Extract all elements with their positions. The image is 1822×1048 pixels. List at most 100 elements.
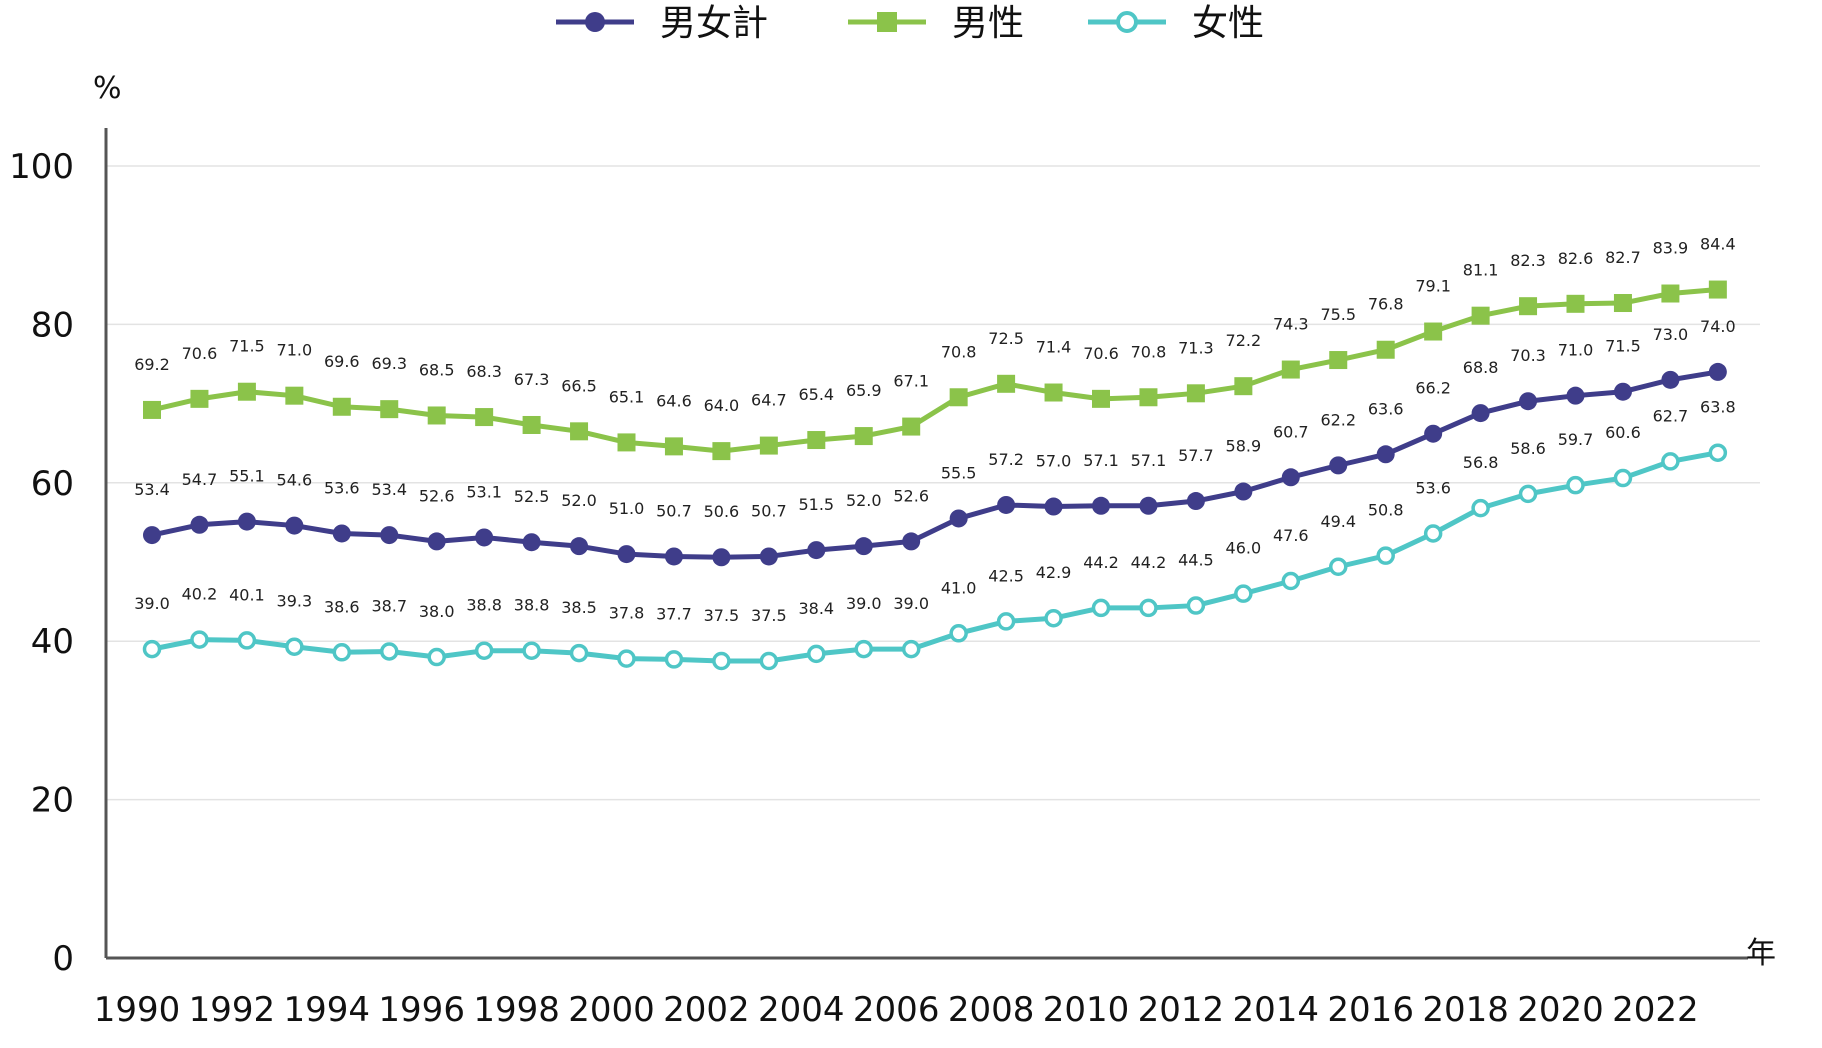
data-label: 81.1: [1463, 261, 1499, 280]
data-label: 38.4: [798, 599, 834, 618]
x-tick-label: 2010: [1043, 990, 1130, 1030]
data-label: 52.5: [514, 487, 550, 506]
data-point: [1519, 297, 1538, 316]
data-point: [854, 427, 873, 446]
data-label: 67.1: [893, 372, 929, 391]
data-label: 42.9: [1036, 563, 1072, 582]
data-point: [1092, 496, 1110, 515]
data-point: [1566, 386, 1585, 405]
data-point: [1139, 388, 1158, 407]
data-point: [1091, 598, 1111, 618]
data-point: [617, 433, 636, 452]
data-label: 50.7: [751, 501, 787, 520]
data-label: 44.2: [1131, 553, 1167, 572]
data-label: 68.3: [466, 362, 502, 381]
data-label: 71.4: [1036, 338, 1072, 357]
data-point: [285, 637, 304, 656]
data-point: [1092, 389, 1110, 408]
data-point: [617, 545, 636, 564]
data-point: [380, 642, 399, 661]
data-point: [190, 389, 209, 408]
data-point: [1566, 294, 1585, 313]
legend-item: 男性: [848, 3, 1024, 44]
data-point: [1044, 497, 1063, 516]
data-label: 60.7: [1273, 422, 1309, 441]
data-point: [664, 650, 684, 669]
data-point: [569, 643, 589, 663]
data-point: [807, 644, 826, 664]
y-tick-label: 0: [52, 939, 74, 979]
series-3: [142, 443, 1728, 671]
data-label: 82.7: [1605, 248, 1641, 267]
data-label: 53.4: [371, 480, 407, 499]
data-point: [475, 408, 494, 427]
data-point: [285, 386, 304, 405]
data-point: [570, 537, 589, 556]
data-point: [1518, 484, 1538, 504]
series-line: [151, 450, 1719, 664]
data-label: 50.7: [656, 501, 692, 520]
data-label: 83.9: [1653, 239, 1689, 258]
data-label: 60.6: [1605, 423, 1641, 442]
x-tick-label: 1990: [94, 990, 181, 1030]
data-point: [1329, 351, 1348, 370]
x-tick-label: 2002: [663, 990, 750, 1030]
data-point: [475, 528, 494, 547]
data-point: [1139, 598, 1158, 618]
data-label: 37.5: [751, 606, 787, 625]
data-point: [1044, 608, 1063, 628]
data-point: [1708, 362, 1727, 381]
data-label: 58.9: [1226, 437, 1262, 456]
data-label: 52.0: [561, 491, 597, 510]
data-point: [522, 533, 541, 552]
legend-marker: [877, 12, 897, 32]
data-label: 64.0: [704, 396, 740, 415]
data-point: [1471, 498, 1490, 518]
data-label: 56.8: [1463, 453, 1499, 472]
data-point: [1234, 482, 1253, 501]
data-label: 39.3: [277, 592, 313, 611]
y-tick-labels: 0 20 40 60 80 100: [9, 147, 74, 979]
data-label: 65.9: [846, 381, 882, 400]
data-label: 38.8: [466, 596, 502, 615]
legend-label: 男女計: [660, 3, 768, 44]
data-point: [807, 431, 826, 450]
y-tick-label: 60: [31, 464, 74, 504]
y-tick-label: 80: [31, 305, 74, 345]
data-label: 70.8: [941, 342, 977, 361]
data-point: [712, 651, 731, 671]
data-label: 65.4: [798, 385, 834, 404]
data-label: 76.8: [1368, 295, 1404, 314]
data-label: 37.7: [656, 604, 692, 623]
data-label: 67.3: [514, 370, 550, 389]
data-label: 71.3: [1178, 338, 1214, 357]
data-label: 50.8: [1368, 501, 1404, 520]
data-point: [143, 400, 161, 419]
data-point: [237, 512, 256, 531]
data-label: 70.3: [1510, 346, 1546, 365]
data-label: 71.5: [1605, 337, 1641, 356]
legend-label: 男性: [952, 3, 1024, 44]
data-label: 53.1: [466, 482, 502, 501]
data-point: [1471, 404, 1490, 423]
series-2: [143, 280, 1727, 461]
data-point: [949, 509, 968, 528]
data-label: 65.1: [609, 387, 645, 406]
data-point: [1186, 384, 1205, 403]
data-label: 72.2: [1226, 331, 1262, 350]
data-label: 75.5: [1320, 305, 1356, 324]
data-label: 71.0: [277, 341, 313, 360]
data-label: 47.6: [1273, 526, 1309, 545]
data-point: [902, 532, 921, 551]
data-point: [1471, 306, 1490, 325]
data-label: 53.4: [134, 480, 170, 499]
data-label: 62.7: [1653, 406, 1689, 425]
data-point: [759, 651, 779, 671]
data-point: [1044, 383, 1063, 402]
data-label: 69.6: [324, 352, 360, 371]
data-point: [1234, 584, 1253, 603]
data-label: 37.8: [609, 604, 645, 623]
data-point: [712, 548, 731, 567]
data-point: [190, 515, 209, 534]
data-label: 44.2: [1083, 553, 1119, 572]
